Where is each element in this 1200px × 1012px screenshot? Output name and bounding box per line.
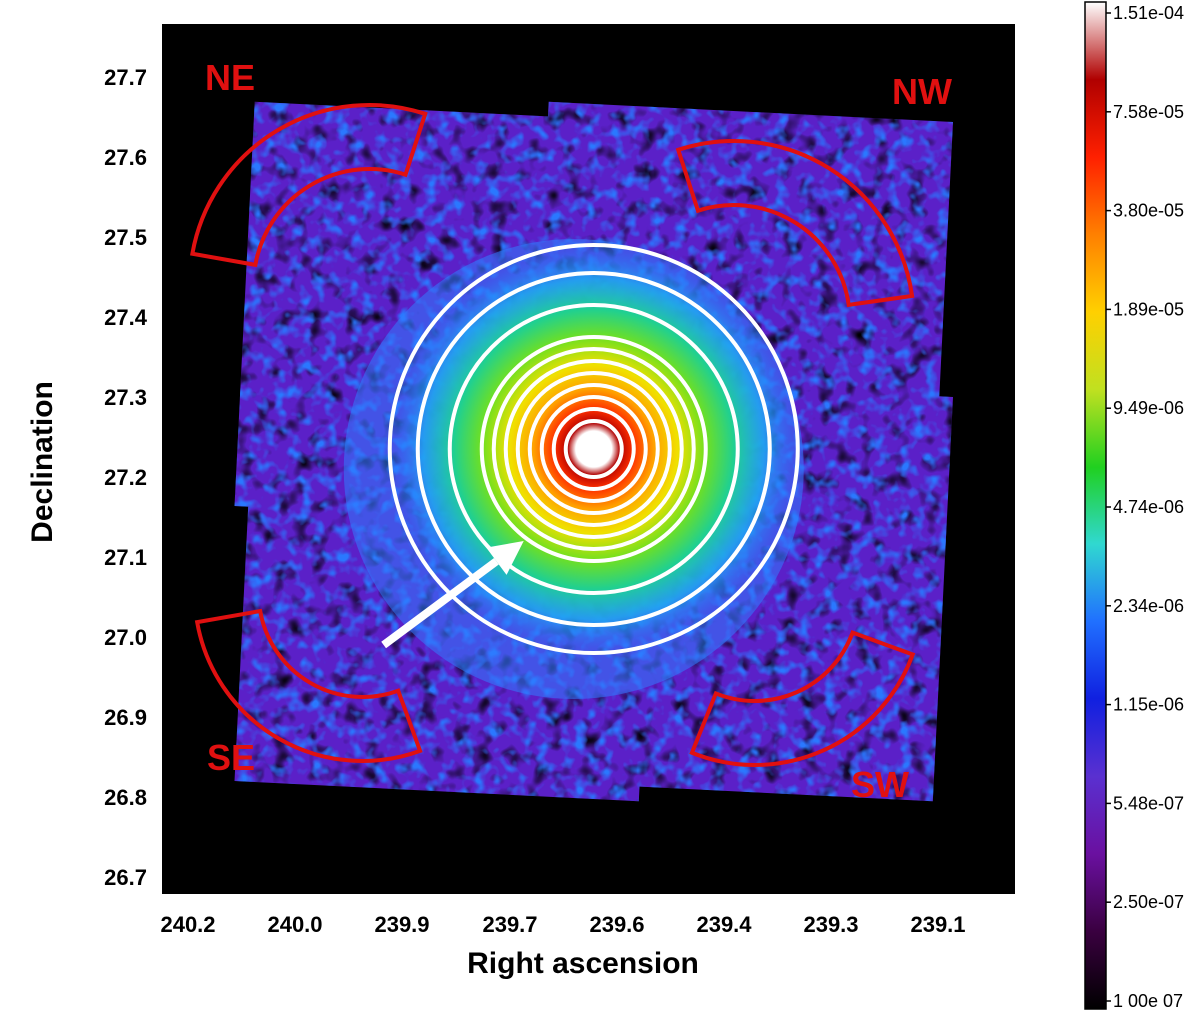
x-tick-label: 239.7 [482,912,537,937]
region-sw-sector [689,630,916,767]
x-axis-label: Right ascension [467,947,699,980]
annulus-ring [479,335,708,563]
xray-image [234,101,953,802]
y-tick-label: 27.5 [104,225,147,250]
y-tick-label: 27.6 [104,145,147,170]
colorbar-label: 1.51e-04 [1113,3,1184,23]
annulus-ring [447,303,740,595]
colorbar [1084,1,1107,1010]
arrow-head [486,541,524,575]
x-tick-label: 239.6 [589,912,644,937]
colorbar-label: 5.48e-07 [1113,793,1184,813]
region-nw-sector [675,139,915,308]
y-tick-label: 27.1 [104,545,147,570]
annulus-ring [415,271,772,627]
region-ne-label: NE [205,57,255,98]
y-axis-label: Declination [26,381,59,543]
colorbar-label: 1.89e-05 [1113,299,1184,319]
colorbar-label: 9.49e-06 [1113,398,1184,418]
tick-labels-group: 240.2 240.0 239.9 239.7 239.6 239.4 239.3 239.1… [104,65,965,937]
plot-frame [162,24,1015,894]
ticks-group [163,25,1014,893]
region-sw-label: SW [851,764,909,805]
colorbar-label: 3.80e-05 [1113,201,1184,221]
y-tick-label: 27.7 [104,65,147,90]
y-tick-label: 27.3 [104,385,147,410]
y-tick-label: 26.7 [104,865,147,890]
annulus-ring [539,395,648,503]
region-nw-label: NW [892,71,952,112]
x-tick-label: 239.4 [696,912,752,937]
y-tick-label: 26.8 [104,785,147,810]
annulus-ring [387,243,800,655]
annuli-group [387,243,800,655]
annulus-ring [551,407,636,491]
annulus-ring [491,347,696,551]
x-tick-label: 239.1 [910,912,965,937]
annulus-ring [563,419,624,479]
region-ne-sector [190,103,428,268]
regions-group: NE NW SE SW [190,57,952,805]
colorbar-label: 4.74e-06 [1113,497,1184,517]
y-tick-label: 27.2 [104,465,147,490]
y-tick-label: 26.9 [104,705,147,730]
arrow-group [381,541,524,649]
y-tick-label: 27.0 [104,625,147,650]
arrow-shaft [381,558,499,649]
region-se-sector [194,608,423,763]
x-tick-label: 239.9 [374,912,429,937]
region-se-label: SE [207,737,255,778]
colorbar-label: 2.50e-07 [1113,892,1184,912]
x-tick-label: 240.0 [267,912,322,937]
colorbar-label: 2.34e-06 [1113,596,1184,616]
colorbar-label: 1.15e-06 [1113,695,1184,715]
x-tick-label: 240.2 [160,912,215,937]
annulus-ring [515,371,672,527]
x-tick-label: 239.3 [803,912,858,937]
y-tick-label: 27.4 [104,305,148,330]
annulus-ring [503,359,684,539]
colorbar-label: 1 00e 07 [1113,991,1183,1011]
annulus-ring [527,383,660,515]
colorbar-label: 7.58e-05 [1113,102,1184,122]
colorbar-labels-group: 1.51e-04 7.58e-05 3.80e-05 1.89e-05 9.49e-06… [1106,3,1184,1011]
